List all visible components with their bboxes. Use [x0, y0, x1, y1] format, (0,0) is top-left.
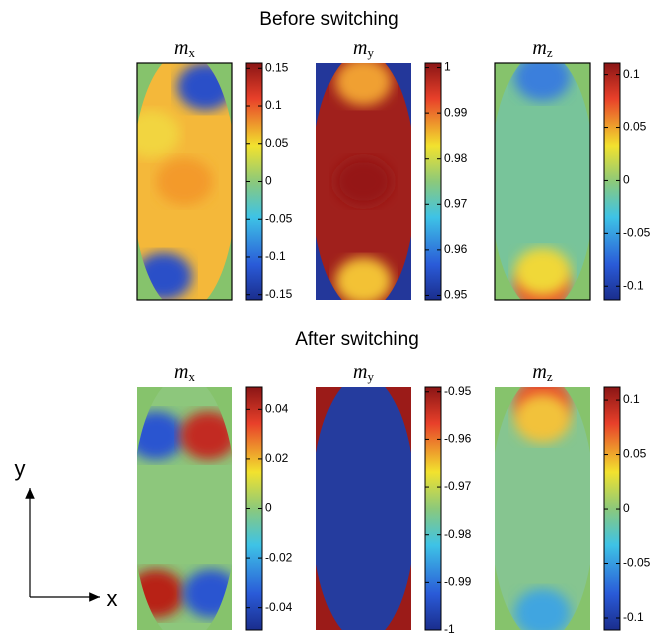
heatmap: mx -0.15 -0.1 -0.05 0 0.05 0.1 0.15	[136, 37, 293, 301]
panel-title: mx	[174, 37, 195, 60]
heatmap-image	[316, 387, 411, 630]
section-title: Before switching	[259, 9, 398, 30]
colorbar-label: -0.1	[623, 278, 644, 292]
colorbar-label: -1	[444, 622, 455, 636]
colorbar-label: 0.99	[444, 105, 468, 119]
blob	[514, 394, 571, 443]
panel-title: mz	[532, 37, 552, 60]
title-main: m	[532, 361, 546, 383]
frame	[494, 62, 591, 301]
blob	[514, 63, 571, 101]
sample	[316, 387, 411, 630]
title-sub: z	[547, 369, 553, 384]
heatmap: my 0.95 0.96 0.97 0.98 0.99 1	[316, 37, 468, 302]
colorbar-label: 0.04	[265, 401, 289, 415]
colorbar-label: -0.95	[444, 384, 472, 398]
heatmap-image	[137, 387, 232, 630]
colorbar-label: 0.1	[623, 67, 640, 81]
heatmap: mz -0.1 -0.05 0 0.05 0.1	[494, 37, 651, 301]
colorbar-label: -0.1	[623, 610, 644, 624]
blob	[335, 257, 392, 300]
blob	[335, 63, 392, 106]
heatmap-image	[495, 63, 590, 300]
blob	[514, 247, 571, 296]
panel-title: my	[353, 37, 374, 60]
colorbar-label: 0.97	[444, 196, 468, 210]
colorbar-label: 0.1	[623, 392, 640, 406]
heatmap: my -1 -0.99 -0.98 -0.97 -0.96 -0.95	[316, 361, 472, 636]
blob	[137, 411, 185, 460]
sample-fill	[316, 387, 411, 630]
section-title: After switching	[295, 329, 419, 350]
blob	[335, 157, 392, 206]
colorbar-label: -0.98	[444, 527, 472, 541]
colorbar-label: -0.02	[265, 550, 293, 564]
title-main: m	[353, 37, 367, 59]
colorbar-label: -0.05	[623, 226, 651, 240]
colorbar-label: -0.97	[444, 479, 472, 493]
colorbar	[603, 62, 621, 301]
title-main: m	[174, 361, 188, 383]
colorbar-label: 0.98	[444, 151, 468, 165]
heatmap: mx -0.04 -0.02 0 0.02 0.04	[137, 361, 293, 631]
heatmap-image	[137, 63, 232, 300]
title-main: m	[532, 37, 546, 59]
colorbar	[424, 62, 442, 301]
sample	[137, 63, 232, 300]
title-sub: x	[188, 45, 195, 60]
panel-title: mx	[174, 361, 195, 384]
title-sub: z	[547, 45, 553, 60]
colorbar-label: 0.05	[265, 136, 289, 150]
colorbar-label: 0	[265, 174, 272, 188]
y-label: y	[15, 456, 26, 481]
colorbar-label: 0.95	[444, 288, 468, 302]
colorbar-label: -0.99	[444, 575, 472, 589]
heatmap: mz -0.1 -0.05 0 0.05 0.1	[495, 361, 651, 631]
blob	[137, 569, 185, 618]
colorbar-label: 0	[623, 501, 630, 515]
colorbar-label: 0.05	[623, 120, 647, 134]
panel-title: mz	[532, 361, 552, 384]
colorbar-label: -0.05	[623, 556, 651, 570]
colorbar-label: -0.1	[265, 249, 286, 263]
heatmap-image	[316, 63, 411, 300]
colorbar-label: -0.96	[444, 432, 472, 446]
colorbar	[424, 386, 442, 631]
blob	[514, 588, 571, 630]
sample	[495, 63, 590, 300]
title-sub: x	[188, 369, 195, 384]
colorbar-label: 0	[623, 173, 630, 187]
frame	[136, 62, 233, 301]
blob	[179, 411, 232, 460]
sample	[495, 387, 590, 630]
colorbar-label: 0.15	[265, 60, 289, 74]
title-main: m	[353, 361, 367, 383]
colorbar-label: 0	[265, 501, 272, 515]
title-sub: y	[367, 369, 374, 384]
title-sub: y	[367, 45, 374, 60]
panel-title: my	[353, 361, 374, 384]
colorbar-label: -0.05	[265, 211, 293, 225]
colorbar-label: 0.96	[444, 242, 468, 256]
heatmap-image	[495, 387, 590, 630]
colorbar-label: 0.05	[623, 447, 647, 461]
sample	[137, 387, 232, 630]
colorbar-label: 1	[444, 60, 451, 74]
title-main: m	[174, 37, 188, 59]
colorbar	[603, 386, 621, 631]
colorbar-label: 0.1	[265, 98, 282, 112]
blob	[137, 110, 180, 158]
sample	[316, 63, 411, 300]
colorbar-label: -0.04	[265, 600, 293, 614]
colorbar-label: -0.15	[265, 287, 293, 301]
x-label: x	[107, 586, 118, 611]
blob	[156, 157, 213, 206]
colorbar-label: 0.02	[265, 451, 289, 465]
